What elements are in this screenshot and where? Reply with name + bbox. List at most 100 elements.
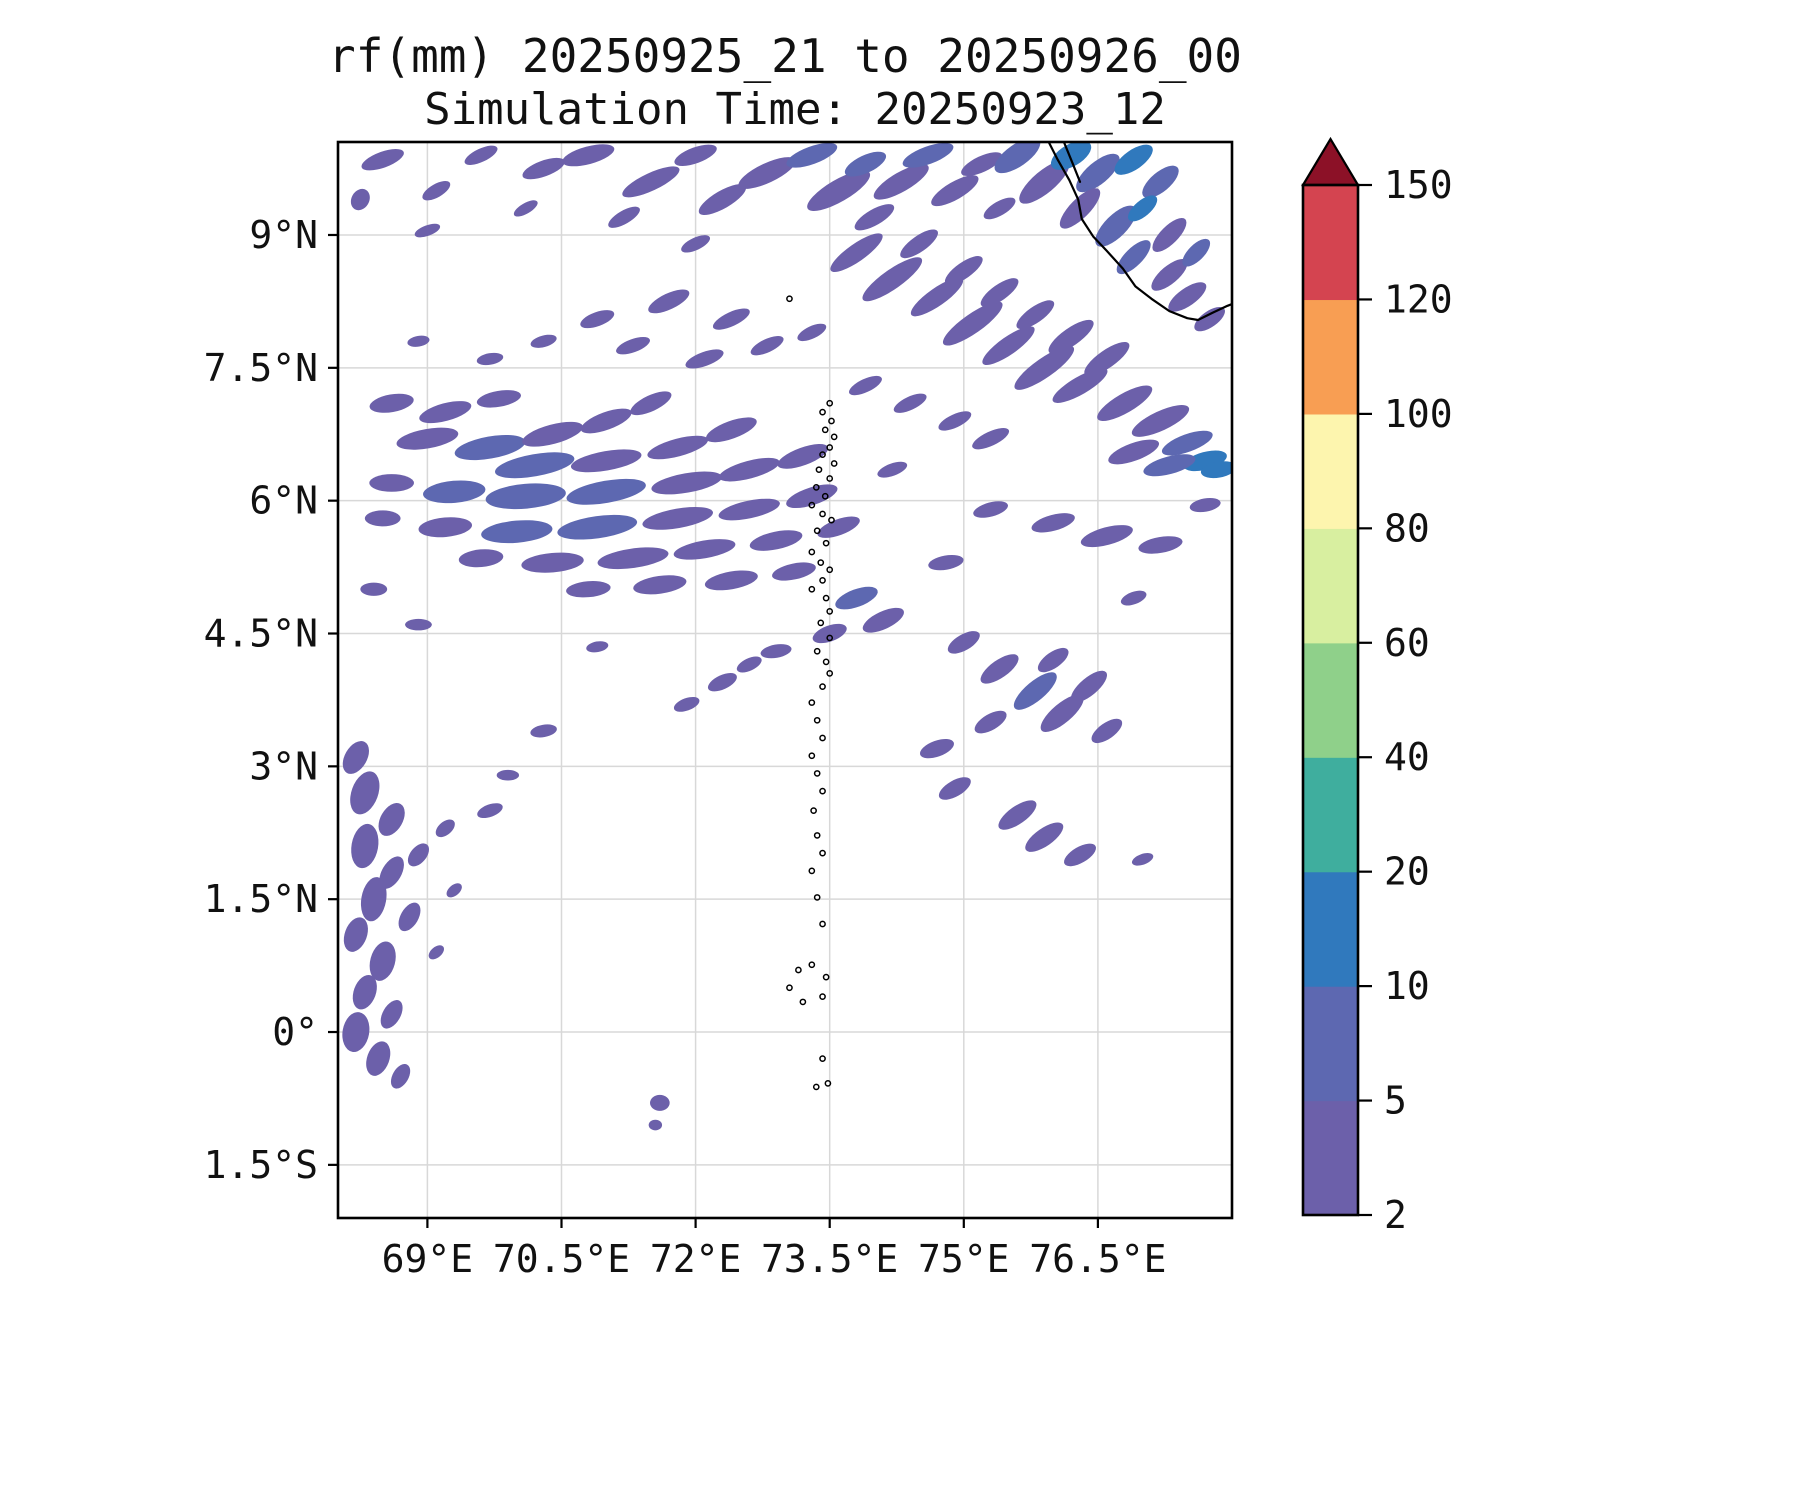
rain-cell — [902, 142, 954, 168]
island-dot — [826, 608, 834, 615]
rain-cell — [650, 1094, 670, 1111]
rain-cell — [566, 581, 611, 598]
island-dot — [799, 998, 807, 1006]
rain-cell — [674, 144, 717, 166]
rain-cell — [369, 474, 414, 492]
island-dot — [813, 894, 821, 901]
rain-cell — [1200, 461, 1232, 479]
rain-cell — [1025, 822, 1064, 852]
rain-cell — [1050, 142, 1092, 171]
rain-cell — [974, 710, 1007, 734]
rain-cell — [862, 607, 904, 633]
rain-cell — [900, 229, 938, 259]
rain-cell — [797, 323, 827, 342]
rain-cell — [1097, 385, 1153, 422]
y-tick-label: 0° — [272, 1010, 318, 1054]
island-dot — [830, 433, 838, 441]
colorbar-tick-label: 80 — [1384, 506, 1430, 550]
island-dot — [812, 1083, 820, 1091]
rain-cell — [1052, 368, 1108, 403]
island-dot — [808, 752, 816, 760]
rain-cell — [476, 390, 521, 408]
island-dot — [819, 920, 826, 928]
rain-cell — [369, 941, 396, 981]
island-dot — [830, 460, 838, 467]
rain-cell — [1031, 513, 1075, 533]
island-dot — [812, 484, 820, 491]
rain-cell — [1048, 319, 1094, 354]
rain-cell — [947, 631, 980, 654]
island-dot — [822, 539, 830, 547]
rain-cell — [418, 517, 473, 538]
rain-cell — [938, 777, 971, 800]
rain-cell — [1143, 454, 1196, 477]
rain-cell — [522, 421, 583, 447]
rain-cell — [364, 510, 401, 527]
rain-cell — [973, 501, 1008, 518]
rain-cell — [982, 326, 1035, 366]
rain-cell — [1168, 282, 1207, 312]
chart-subtitle: Simulation Time: 20250923_12 — [424, 84, 1166, 135]
rain-cell — [407, 335, 430, 347]
rain-cell — [681, 235, 711, 253]
rain-cell — [1095, 205, 1137, 247]
rain-cell — [812, 623, 847, 644]
rain-cell — [1142, 165, 1179, 199]
rain-cell — [998, 800, 1037, 830]
colorbar-segment — [1303, 1100, 1358, 1216]
rain-cell — [435, 819, 455, 838]
island-dot — [822, 973, 830, 981]
colorbar-tick-label: 20 — [1384, 850, 1430, 894]
island-dot — [826, 444, 834, 451]
rain-cell — [390, 1064, 411, 1089]
rain-cell — [378, 803, 405, 836]
x-tick-label: 69°E — [382, 1237, 474, 1281]
rain-cell — [530, 724, 557, 738]
rain-cell — [446, 883, 462, 898]
colorbar-tick-label: 120 — [1384, 277, 1453, 321]
rain-cell — [419, 401, 472, 424]
rain-cell — [736, 656, 762, 673]
colorbar-over-arrow — [1301, 136, 1360, 187]
rain-cell — [428, 945, 444, 960]
rain-cell — [673, 696, 700, 712]
rain-cell — [718, 498, 780, 521]
rain-cell — [495, 452, 575, 479]
island-dot — [822, 658, 830, 666]
rain-cell — [566, 478, 646, 505]
rain-cell — [961, 152, 1003, 177]
island-dot — [821, 492, 829, 500]
coastline-path — [1047, 142, 1232, 322]
rain-cell — [938, 411, 972, 431]
rain-cell — [1076, 153, 1120, 193]
y-tick-label: 4.5°N — [204, 612, 318, 656]
rain-cell — [994, 142, 1041, 174]
y-tick-label: 3°N — [249, 744, 318, 788]
colorbar-segment — [1303, 185, 1358, 301]
rain-cell — [369, 393, 414, 413]
rain-cell — [1064, 843, 1097, 867]
colorbar-segment — [1303, 642, 1358, 758]
colorbar-segment — [1303, 757, 1358, 873]
rain-cell — [873, 164, 929, 200]
island-dot — [826, 566, 834, 574]
rain-cell — [608, 206, 640, 228]
rain-cell — [862, 257, 923, 302]
rain-cell — [1014, 345, 1075, 390]
y-tick-label: 1.5°S — [204, 1143, 318, 1187]
rain-cell — [673, 539, 736, 560]
island-dot — [822, 594, 830, 602]
island-dot — [821, 426, 829, 434]
rain-cell — [464, 145, 498, 165]
rain-cell — [1084, 341, 1130, 376]
island-dot — [819, 683, 826, 690]
colorbar-tick-label: 100 — [1384, 392, 1453, 436]
rain-cell — [396, 427, 459, 450]
maldives-island-dots — [786, 295, 838, 1091]
rain-cell — [707, 672, 737, 692]
rain-cell — [854, 204, 895, 231]
colorbar-frame — [1301, 183, 1360, 1217]
colorbar-segment — [1303, 413, 1358, 529]
rain-cell — [910, 277, 964, 317]
rain-cell — [1070, 670, 1108, 703]
